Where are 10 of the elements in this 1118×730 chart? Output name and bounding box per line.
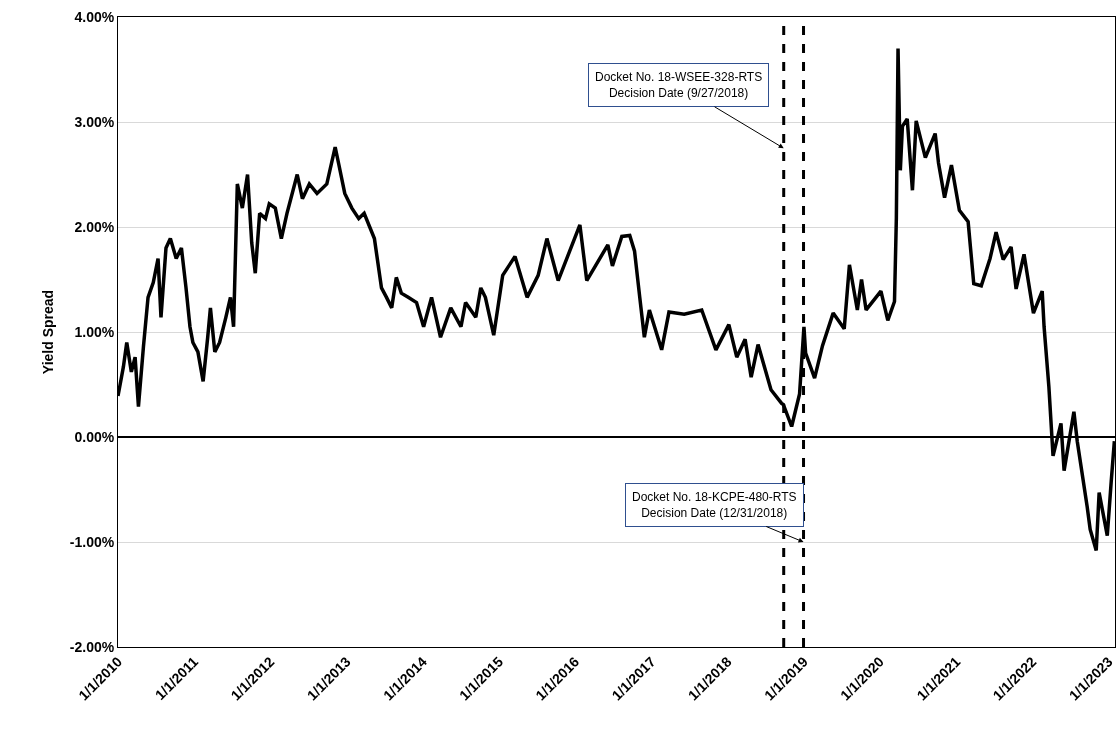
- y-tick-label: 3.00%: [74, 113, 115, 130]
- y-axis-title: Yield Spread: [40, 289, 57, 375]
- y-tick-label: 1.00%: [74, 323, 115, 340]
- annotation: Docket No. 18-KCPE-480-RTS Decision Date (12/31/2018): [632, 490, 797, 520]
- y-tick-label: -1.00%: [69, 533, 115, 550]
- y-tick-label: -2.00%: [69, 638, 115, 655]
- y-tick-label: 4.00%: [74, 8, 115, 25]
- y-tick-label: 0.00%: [74, 428, 115, 445]
- y-tick-label: 2.00%: [74, 218, 115, 235]
- annotation: Docket No. 18-WSEE-328-RTS Decision Date (9/27/2018): [595, 70, 763, 100]
